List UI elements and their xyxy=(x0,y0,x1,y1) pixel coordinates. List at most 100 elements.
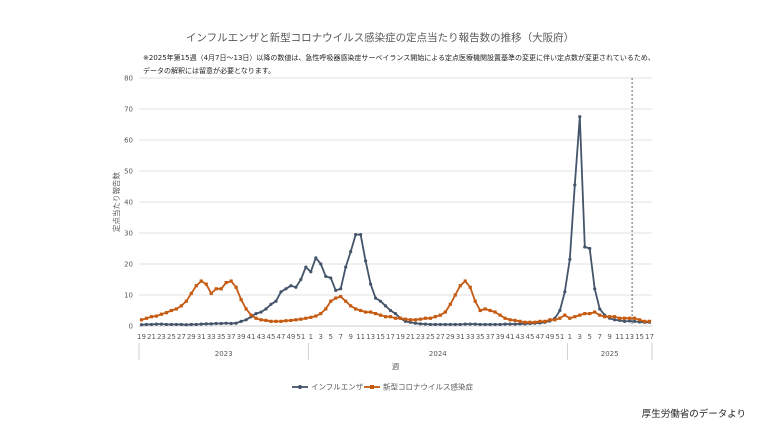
x-tick-label: 33 xyxy=(207,333,216,341)
influenza-point xyxy=(224,321,228,325)
influenza-point xyxy=(428,322,432,327)
x-tick-label: 45 xyxy=(267,333,276,341)
covid-point xyxy=(433,315,437,319)
influenza-point xyxy=(468,322,472,326)
covid-point xyxy=(144,316,149,320)
influenza-point xyxy=(164,322,168,327)
x-tick-label: 41 xyxy=(506,333,515,341)
influenza-point xyxy=(373,296,378,300)
influenza-point xyxy=(458,322,462,327)
covid-point xyxy=(443,310,447,314)
covid-point xyxy=(418,317,423,321)
y-tick-label: 70 xyxy=(124,106,133,114)
y-tick-label: 40 xyxy=(124,199,133,207)
covid-point xyxy=(388,315,393,319)
x-tick-label: 9 xyxy=(348,333,352,341)
influenza-point xyxy=(334,288,338,292)
influenza-legend-marker xyxy=(298,385,302,389)
covid-point xyxy=(398,316,403,320)
influenza-point xyxy=(518,322,522,326)
x-tick-label: 37 xyxy=(227,333,236,341)
influenza-point xyxy=(284,287,288,291)
influenza-point xyxy=(423,322,427,326)
influenza-point xyxy=(623,319,627,323)
influenza-point xyxy=(418,322,423,326)
influenza-point xyxy=(568,257,572,261)
influenza-point xyxy=(174,322,178,327)
x-tick-label: 23 xyxy=(416,333,425,341)
x-tick-label: 47 xyxy=(276,333,285,341)
influenza-point xyxy=(368,282,373,286)
influenza-point xyxy=(573,183,577,187)
influenza-point xyxy=(438,322,442,327)
x-tick-label: 27 xyxy=(177,333,186,341)
covid-point xyxy=(508,318,512,322)
covid-point xyxy=(364,310,368,314)
x-tick-label: 29 xyxy=(446,333,455,341)
x-tick-label: 23 xyxy=(157,333,166,341)
x-tick-label: 39 xyxy=(237,333,246,341)
x-tick-label: 3 xyxy=(319,333,323,341)
covid-point xyxy=(344,299,348,303)
influenza-point xyxy=(349,250,353,254)
covid-point xyxy=(279,319,283,323)
x-tick-label: 31 xyxy=(456,333,465,341)
x-tick-label: 7 xyxy=(597,333,601,341)
influenza-point xyxy=(199,322,203,326)
influenza-series-line xyxy=(141,115,650,326)
covid-point xyxy=(139,318,144,322)
influenza-point xyxy=(354,232,358,237)
influenza-point xyxy=(448,322,452,327)
influenza-point xyxy=(632,319,637,323)
influenza-point xyxy=(309,270,313,274)
influenza-point xyxy=(613,318,617,322)
influenza-point xyxy=(503,322,507,326)
covid-point xyxy=(458,284,462,288)
x-tick-label: 21 xyxy=(406,333,415,341)
x-tick-label: 45 xyxy=(526,333,535,341)
covid-point xyxy=(289,318,293,323)
covid-point xyxy=(603,315,607,319)
influenza-point xyxy=(473,322,477,326)
influenza-point xyxy=(388,308,393,313)
covid-point xyxy=(229,279,233,283)
influenza-point xyxy=(229,321,233,326)
covid-point xyxy=(224,281,228,285)
y-tick-label: 80 xyxy=(124,75,133,83)
covid-point xyxy=(543,319,547,323)
covid-point xyxy=(627,316,632,320)
influenza-point xyxy=(508,322,512,326)
influenza-point xyxy=(493,322,497,327)
covid-point xyxy=(269,319,273,323)
covid-point xyxy=(578,313,582,317)
x-tick-label: 47 xyxy=(535,333,544,341)
covid-point xyxy=(334,296,338,300)
chart-note-line-1: ※2025年第15週（4月7日～13日）以降の数値は、急性呼吸器感染症サーベイラ… xyxy=(143,54,655,62)
influenza-point xyxy=(304,265,308,269)
covid-point xyxy=(194,284,198,288)
influenza-point xyxy=(627,319,632,323)
influenza-point xyxy=(433,322,437,327)
influenza-point xyxy=(364,259,368,263)
covid-point xyxy=(513,318,517,323)
influenza-point xyxy=(299,277,303,282)
x-axis-title: 週 xyxy=(392,362,400,371)
year-label: 2023 xyxy=(215,350,233,358)
covid-point xyxy=(179,304,183,308)
x-tick-label: 39 xyxy=(496,333,505,341)
x-tick-label: 43 xyxy=(516,333,525,341)
x-tick-label: 35 xyxy=(217,333,226,341)
covid-point xyxy=(354,307,358,311)
covid-legend-marker xyxy=(370,385,374,389)
covid-point xyxy=(199,279,203,283)
influenza-point xyxy=(234,321,238,325)
influenza-point xyxy=(294,285,298,289)
covid-point xyxy=(528,320,532,324)
x-tick-label: 15 xyxy=(376,333,385,341)
influenza-point xyxy=(259,310,263,314)
influenza-point xyxy=(274,299,278,303)
x-tick-label: 21 xyxy=(147,333,156,341)
x-tick-label: 9 xyxy=(607,333,611,341)
x-tick-label: 19 xyxy=(137,333,146,341)
